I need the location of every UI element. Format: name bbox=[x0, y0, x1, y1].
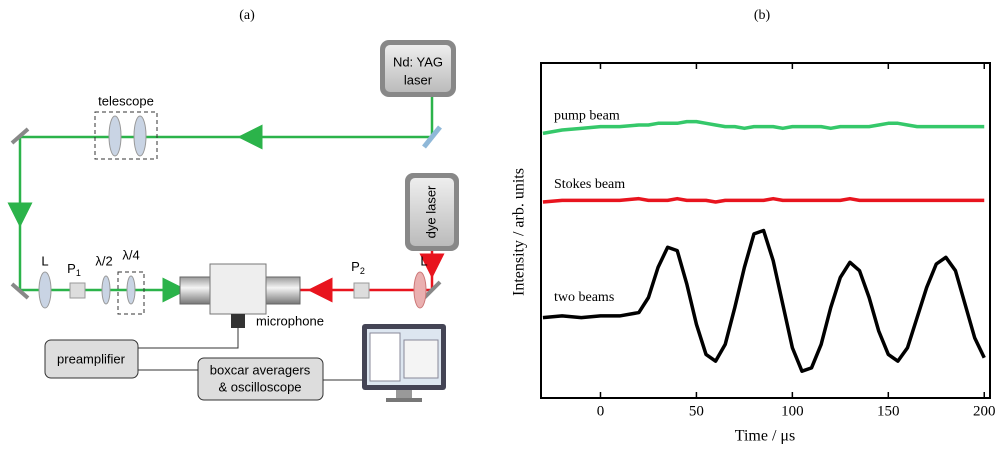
y-axis-label: Intensity / arb. units bbox=[511, 168, 528, 296]
boxcar-box bbox=[197, 357, 324, 401]
series-line bbox=[542, 196, 985, 204]
series-line bbox=[542, 119, 985, 136]
series-label: pump beam bbox=[554, 109, 620, 124]
chart-title: (b) bbox=[754, 8, 771, 23]
optic-label: λ/2 bbox=[95, 253, 112, 268]
x-tick-label: 0 bbox=[597, 403, 605, 419]
panel-b: (b) Time / μs Intensity / arb. units 0 50… bbox=[511, 8, 996, 444]
x-axis-label: Time / μs bbox=[735, 428, 795, 445]
pa-cell-center bbox=[209, 263, 267, 315]
optic-label: λ/4 bbox=[122, 247, 139, 262]
optic-label-sub: 2 bbox=[360, 266, 365, 276]
x-tick-label: 100 bbox=[781, 403, 804, 419]
pump-beam-path bbox=[7, 97, 434, 303]
lens bbox=[413, 271, 427, 309]
x-tick-label: 150 bbox=[877, 403, 900, 419]
lens bbox=[38, 271, 52, 309]
quarter-wave-box bbox=[117, 271, 145, 315]
optic-label: P2 bbox=[351, 259, 365, 276]
laser-label: Nd: YAG bbox=[393, 54, 443, 69]
dye-laser-inner bbox=[410, 178, 454, 246]
microphone-label: microphone bbox=[256, 313, 324, 328]
series-label: two beams bbox=[554, 290, 614, 305]
dye-laser-label: dye laser bbox=[423, 185, 438, 238]
mirror bbox=[422, 280, 442, 300]
mirror bbox=[10, 282, 30, 300]
telescope-label: telescope bbox=[98, 93, 154, 108]
panel-label: (a) bbox=[239, 8, 255, 23]
optic-label: L bbox=[420, 253, 427, 268]
preamplifier-box bbox=[44, 339, 139, 379]
lens bbox=[108, 115, 122, 157]
boxcar-label: & oscilloscope bbox=[218, 379, 301, 394]
series-line bbox=[542, 228, 986, 373]
mirror bbox=[10, 127, 30, 145]
microphone-icon bbox=[231, 314, 245, 328]
lens bbox=[133, 115, 147, 157]
x-tick-label: 50 bbox=[689, 403, 704, 419]
telescope-box bbox=[94, 111, 158, 160]
plot-frame bbox=[540, 62, 991, 399]
waveplate bbox=[101, 275, 111, 305]
panel-a: (a) Nd: YAG laser telescope dye laser bbox=[7, 8, 459, 402]
x-tick-label: 200 bbox=[973, 403, 996, 419]
polarizer bbox=[353, 282, 370, 299]
beam-splitter bbox=[422, 125, 442, 149]
optic-label-main: P bbox=[67, 261, 76, 276]
optic-label: L bbox=[41, 253, 48, 268]
stokes-beam-path bbox=[300, 251, 445, 303]
laser-box-inner bbox=[385, 45, 451, 92]
optic-label-main: P bbox=[351, 259, 360, 274]
optic-label-sub: 1 bbox=[76, 268, 81, 278]
boxcar-label: boxcar averagers bbox=[210, 362, 311, 377]
polarizer bbox=[69, 282, 86, 299]
cables bbox=[138, 328, 362, 381]
optic-label: P1 bbox=[67, 261, 81, 278]
computer bbox=[362, 324, 446, 402]
preamplifier-label: preamplifier bbox=[57, 351, 126, 366]
waveplate bbox=[126, 275, 136, 305]
series-label: Stokes beam bbox=[554, 177, 625, 192]
laser-label: laser bbox=[404, 72, 433, 87]
